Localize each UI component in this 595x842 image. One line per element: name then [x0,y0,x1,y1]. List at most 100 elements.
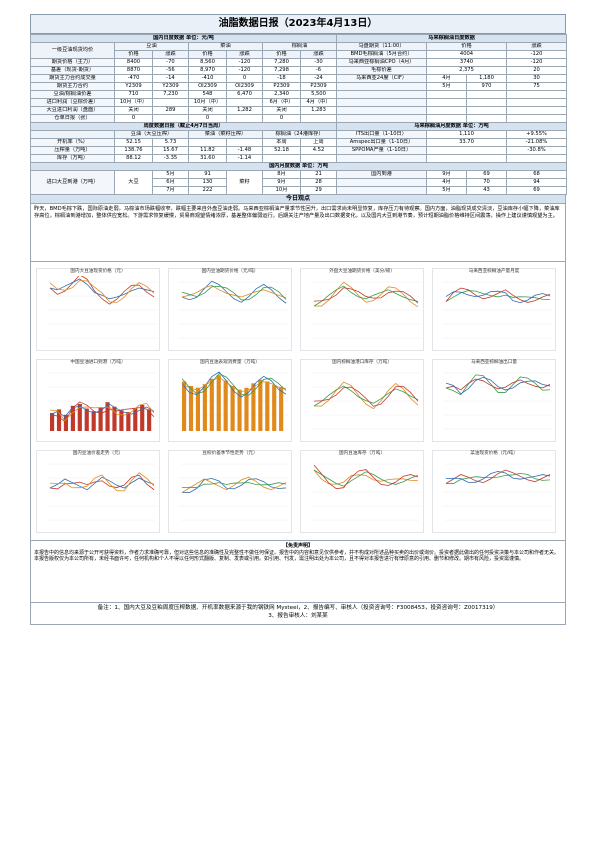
cell: 4月 [426,178,467,187]
mpob-row-change: -21.08% [505,138,568,147]
cell: P2309 [262,82,301,91]
cell: 8月 [262,170,301,179]
cell: 15.67 [152,146,189,155]
cell: 130 [188,178,227,187]
comment-text: 昨天，BMD毛棕下跌，国际原油走弱，马棕油市场跌幅收窄，跌幅主要来自外盘豆油走弱… [30,204,566,262]
cell: 9月 [262,178,301,187]
cell: 7,280 [262,58,301,67]
cell [466,90,507,99]
row-label-basis: 基差（现货-期货） [30,66,115,75]
cell [152,114,189,123]
cell [466,114,507,123]
chart-title: 豆棕价差季节性走势（元） [202,451,258,456]
chart-panel: 马来西亚棕榈油产量月度 [432,268,556,351]
cell: 0 [226,74,263,83]
malaysia-row-label [336,114,427,123]
domestic-header: 国内日度数据 单位：元/吨 [30,34,337,43]
cell: 52.15 [114,138,153,147]
cell: -120 [226,58,263,67]
malaysia-row-change: -120 [505,50,568,59]
chart-plot [312,281,420,339]
cell: 关闭 [188,106,227,115]
cell: 5月 [152,170,189,179]
chart-line [181,285,287,301]
disclaimer: 【免责声明】 本报告中的信息均来源于公开可获得资料，作者力求准确可靠，但对这些信… [30,541,566,603]
chart-line [181,373,287,396]
chart-title: 中国豆油进口到港（万吨） [70,360,126,365]
cell [426,98,467,107]
cell: 6月（中） [262,98,301,107]
chart-line [49,472,155,492]
col-change: 涨跌 [300,50,337,59]
cell: -30 [300,58,337,67]
cell [505,98,568,107]
chart-line [181,284,287,299]
daily-data-table: 国内日度数据 单位：元/吨 马来棕榈油日度数据 一级豆油现货均价 豆油 菜油 棕… [29,34,568,195]
malaysia-row-label: BMD毛棕榈油（5月合约） [336,50,427,59]
chart-line [49,280,155,303]
cell: 上周 [300,138,337,147]
chart-plot [48,372,156,431]
chart-bar [237,389,242,431]
cell: -70 [152,58,189,67]
cell: -6 [300,66,337,75]
chart-panel: 国内豆油价差走势（元） [36,450,160,533]
cell: 8870 [114,66,153,75]
cell: 2,340 [262,90,301,99]
cell: 4月（中） [300,98,337,107]
cell: 222 [188,186,227,195]
cell: 710 [114,90,153,99]
chart-bar [195,387,201,431]
chart-bar [188,386,194,431]
cell: P2309 [300,82,337,91]
malaysia-row-label [336,106,427,115]
cell [226,138,263,147]
chart-bar [223,380,228,431]
chart-line [313,469,419,487]
cell: 52.18 [262,146,301,155]
chart-panel: 国内豆油库存（万吨） [300,450,424,533]
cell: 关闭 [262,106,301,115]
malaysia-row-label [336,98,427,107]
charts-area: 国内大豆油现货价格（元） 国内豆油期货价格（元/吨） 外盘大豆油期货价格（美分/磅）… [30,262,566,541]
weekly-col-soy: 豆油（大豆压榨） [114,130,189,139]
malaysia-row-value: 2,375 [426,66,507,75]
cell: 138.76 [114,146,153,155]
cell: 548 [188,90,227,99]
cell [505,106,568,115]
cell: OI2309 [226,82,263,91]
disclaimer-text: 本报告中的信息均来源于公开可获得资料，作者力求准确可靠，但对这些信息的准确性及完… [34,549,560,563]
malaysia-row-label: 马来西亚棕榈油CPO（4月） [336,58,427,67]
chart-line [49,401,155,423]
chart-title: 国内豆油期货价格（元/吨） [201,269,259,274]
chart-plot [312,463,420,521]
malaysia-row-value: 3740 [426,58,507,67]
row-label-spread: 豆油/棕榈油价差 [30,90,115,99]
weekly-header: 周度数据日报（截止4月7日当周） [30,122,337,131]
chart-bar [63,414,69,431]
cell: Y2309 [152,82,189,91]
cell: 70 [466,178,507,187]
cell: 11.82 [188,146,227,155]
palm-header: 棕榈油 [262,42,337,51]
chart-line [49,402,155,422]
chart-bar [230,386,235,431]
chart-panel: 国内大豆油现货价格（元） [36,268,160,351]
chart-line [181,482,287,488]
chart-plot [180,463,288,521]
chart-line [445,376,551,395]
chart-bar [279,386,284,431]
monthly-row-label: 进口大豆到港（万吨） [30,170,115,195]
chart-line [313,281,419,308]
mpob-row-value [426,146,507,155]
cell: OI2309 [188,82,227,91]
weekly-row-label: 压榨量（万吨） [30,146,115,155]
row-label-volume: 期货主力合约成交量 [30,74,115,83]
malaysia-row-change: -120 [505,58,568,67]
malaysia-row-label: 毛棕价差 [336,66,427,75]
chart-title: 国内豆油表观消费量（万吨） [200,360,260,365]
monthly-product: 菜籽 [226,170,263,195]
cell: 69 [505,186,568,195]
chart-line [445,287,551,303]
chart-bar [251,383,256,431]
